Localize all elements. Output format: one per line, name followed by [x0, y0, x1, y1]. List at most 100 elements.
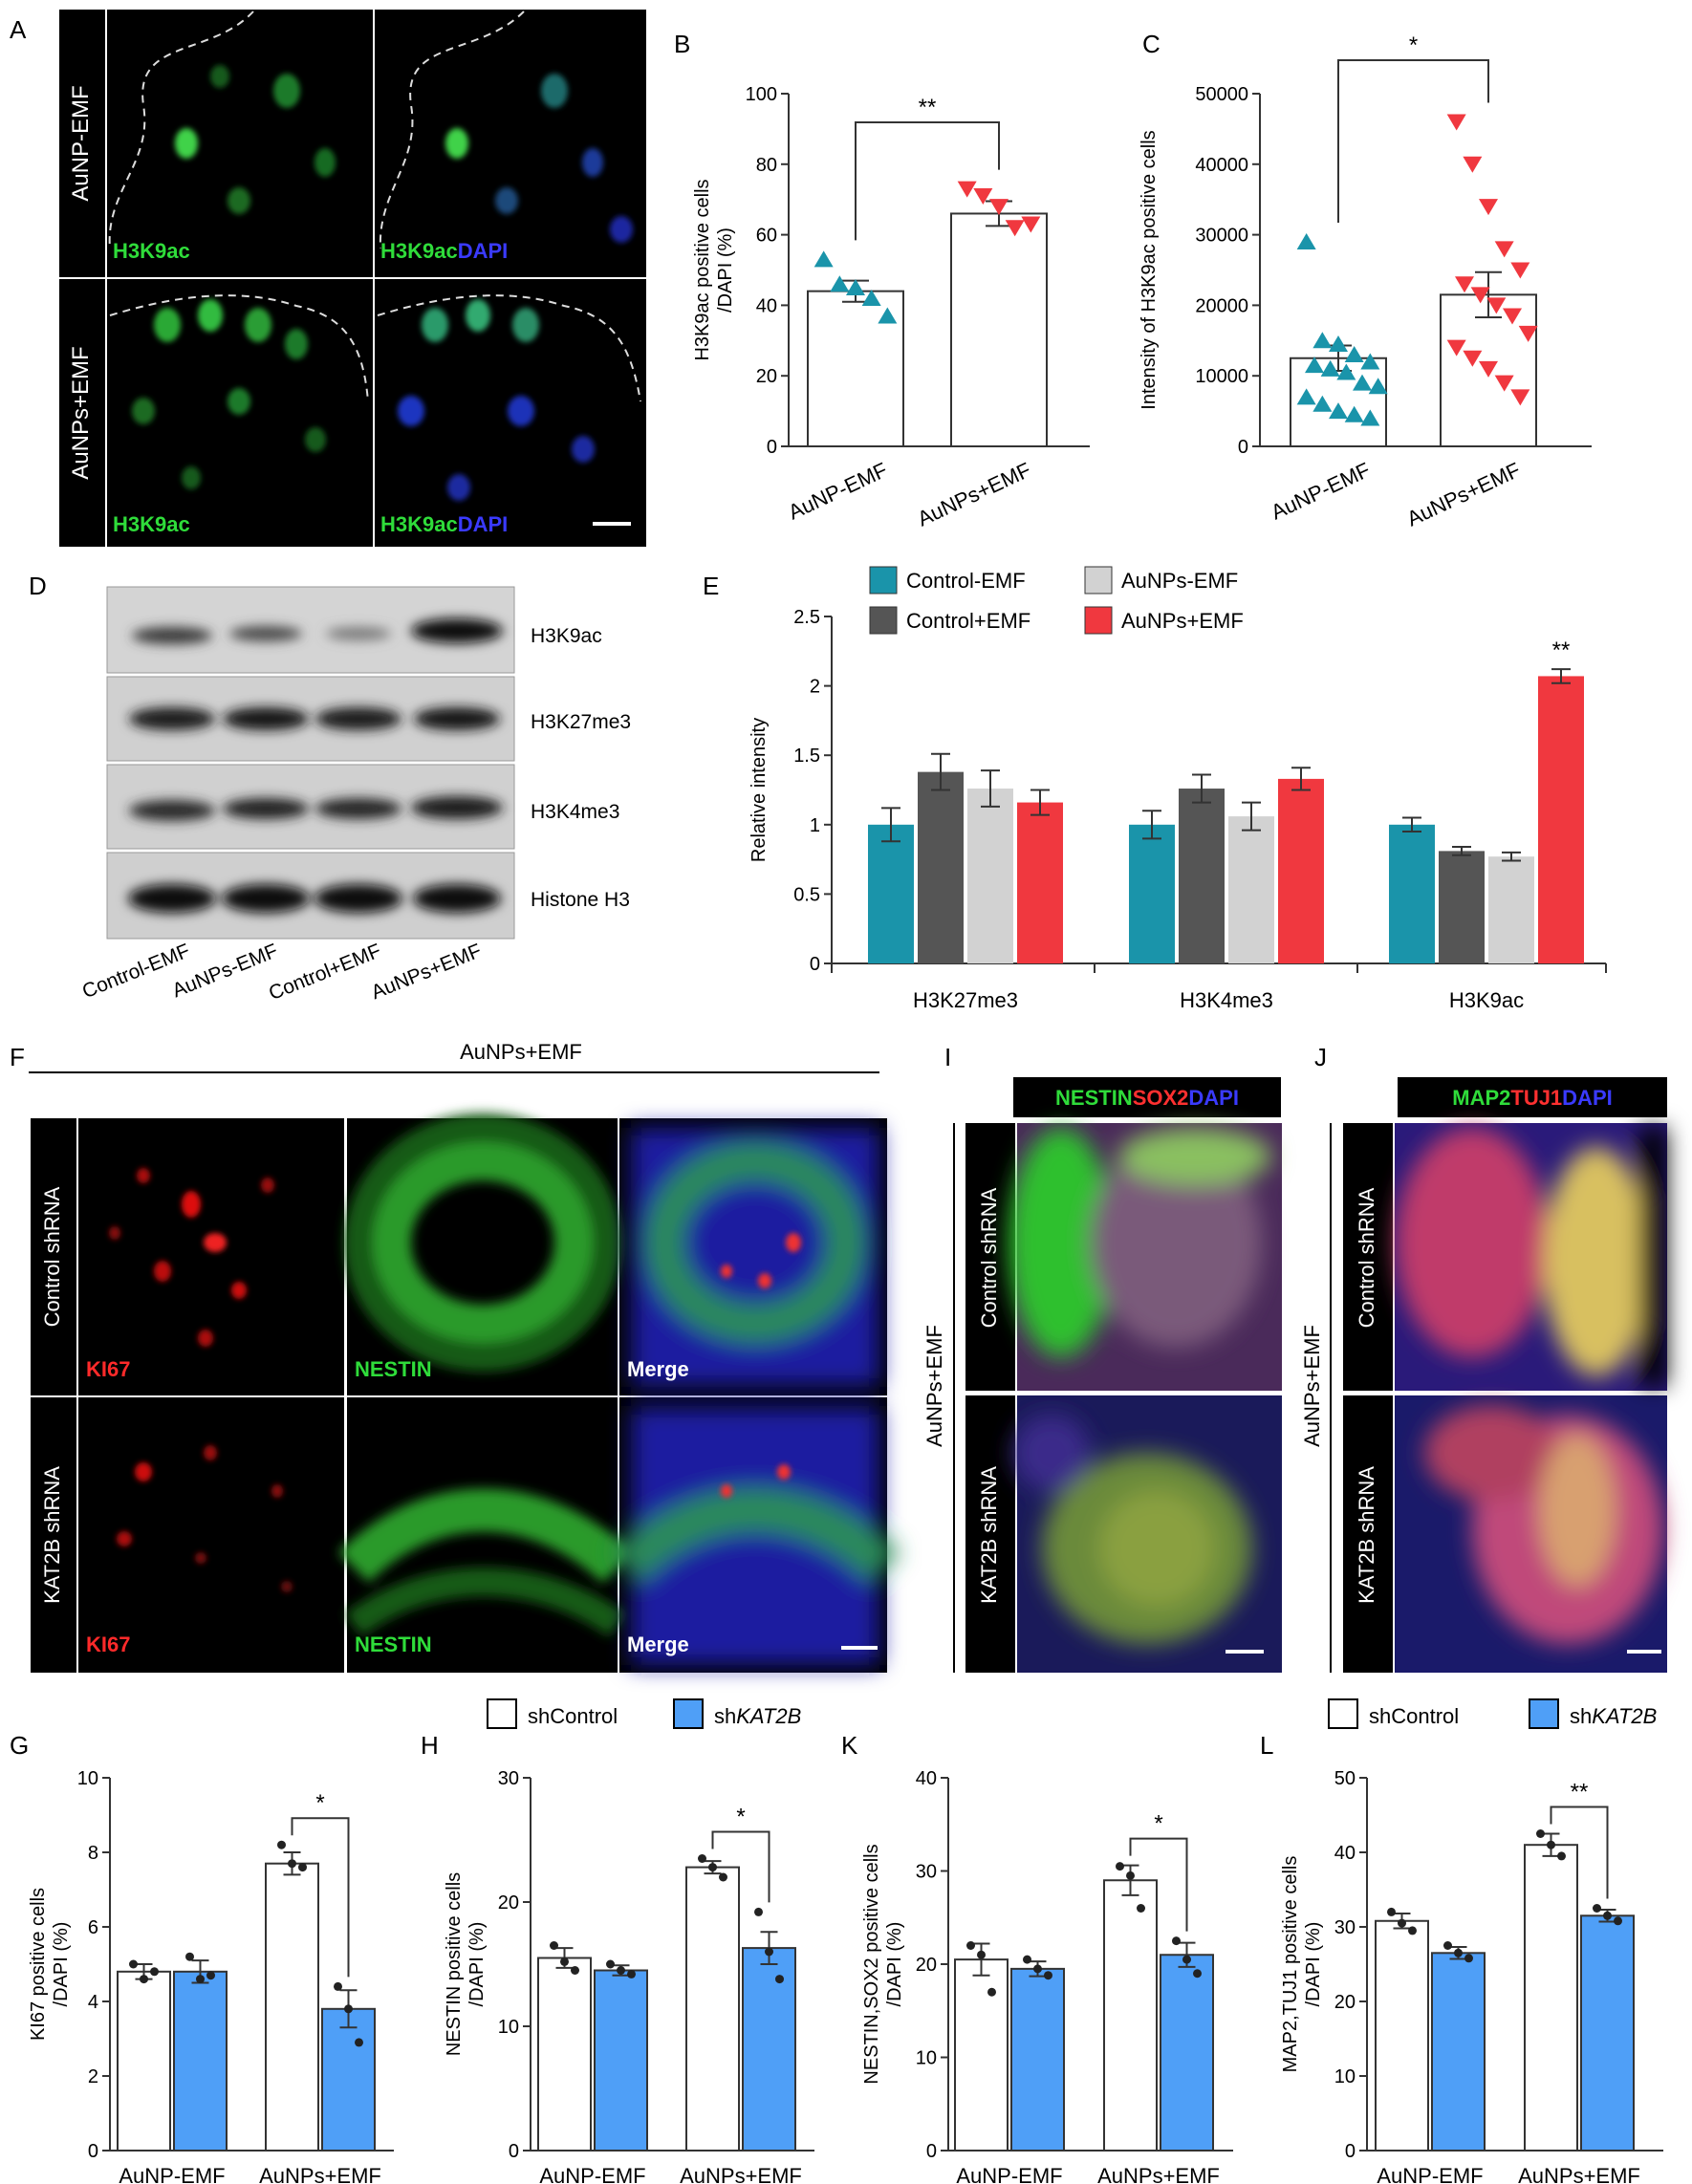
- significance-bracket: [1129, 1837, 1188, 1932]
- merge-red-dots: [721, 1233, 801, 1498]
- x-tick-label: AuNP-EMF: [956, 2164, 1062, 2184]
- row-label: Control shRNA: [1355, 1187, 1378, 1328]
- legend-label: AuNPs-EMF: [1121, 569, 1238, 593]
- y-tick-label: 1.5: [793, 746, 820, 767]
- y-tick-label: 10000: [1195, 366, 1248, 387]
- bar: [1129, 824, 1175, 963]
- legend-label: Control-EMF: [906, 569, 1026, 593]
- y-tick-label: 40: [756, 295, 777, 316]
- x-tick-label: AuNP-EMF: [785, 458, 891, 525]
- y-axis-label: Relative intensity: [748, 718, 770, 862]
- y-tick-label: 20000: [1195, 295, 1248, 316]
- y-tick-label: 50000: [1195, 84, 1248, 105]
- data-point: [698, 1854, 706, 1863]
- data-point: [987, 1987, 996, 1997]
- merge-label: Merge: [627, 1633, 689, 1656]
- data-point: [977, 1950, 986, 1959]
- x-tick-label: AuNPs+EMF: [914, 458, 1034, 531]
- y-tick-label: 10: [916, 2048, 937, 2069]
- data-point: [560, 1957, 569, 1966]
- panel-letter-a: A: [10, 15, 27, 44]
- panel-letter-b: B: [674, 30, 690, 58]
- significance-label: *: [736, 1805, 745, 1830]
- data-point: [617, 1966, 625, 1975]
- data-point: [1182, 1955, 1191, 1964]
- panel-j-header: MAP2TUJ1DAPI: [1452, 1086, 1612, 1110]
- data-point: [754, 1907, 763, 1916]
- data-point: [1479, 360, 1498, 378]
- data-point: [1614, 1916, 1622, 1926]
- panel-letter-g: G: [10, 1731, 29, 1760]
- data-point: [1137, 1904, 1145, 1913]
- boundary-line: [108, 11, 254, 249]
- data-point: [1536, 1829, 1545, 1838]
- legend-swatch-shcontrol: [1328, 1698, 1358, 1729]
- y-tick-label: 6: [88, 1917, 98, 1938]
- significance-label: **: [1571, 1780, 1589, 1806]
- data-point: [1116, 1862, 1124, 1871]
- data-point: [1455, 276, 1474, 293]
- chart-c: 0 10000 20000 30000 40000 50000 Intensity of H…: [1139, 32, 1592, 531]
- y-tick-label: 10: [77, 1768, 98, 1789]
- data-point: [1463, 350, 1483, 367]
- map2-tuj1-signal: [1396, 1128, 1666, 1644]
- data-point: [1033, 1964, 1042, 1974]
- scale-bar: [1226, 1650, 1264, 1654]
- data-point: [129, 1959, 138, 1969]
- panel-letter-e: E: [703, 572, 719, 600]
- data-point: [1126, 1870, 1135, 1880]
- panel-letter-j: J: [1314, 1043, 1327, 1071]
- bar: [1389, 824, 1435, 963]
- data-point: [1329, 335, 1348, 352]
- significance-bracket: [1550, 1806, 1609, 1899]
- row-label-box: [31, 1397, 76, 1673]
- nestin-label: NESTIN: [355, 1357, 432, 1381]
- data-point: [708, 1863, 717, 1872]
- data-point: [196, 1975, 205, 1984]
- bar: [1278, 778, 1324, 963]
- legend-swatch: [869, 566, 898, 595]
- x-tick-label: H3K9ac: [1449, 988, 1524, 1012]
- y-tick-label: 10: [1334, 2066, 1356, 2087]
- y-tick-label: 50: [1334, 1768, 1356, 1789]
- data-point: [1518, 325, 1538, 342]
- y-tick-label: 20: [756, 366, 777, 387]
- y-tick-label: 0: [926, 2141, 937, 2162]
- y-tick-label: 8: [88, 1843, 98, 1864]
- y-tick-label: 0: [509, 2141, 519, 2162]
- data-point: [1470, 287, 1490, 304]
- row-label: KAT2B shRNA: [1355, 1466, 1378, 1604]
- data-point: [1296, 388, 1316, 405]
- legend-sh-right: shControl shKAT2B: [1328, 1698, 1657, 1729]
- bar: [537, 1957, 592, 2152]
- header-box: [1013, 1077, 1281, 1117]
- bar: [117, 1970, 171, 2152]
- x-tick-label: H3K4me3: [1180, 988, 1273, 1012]
- significance-label: *: [315, 1790, 324, 1816]
- data-point: [1329, 402, 1348, 420]
- y-tick-label: 0: [88, 2141, 98, 2162]
- marker-label: H3K9ac: [113, 239, 190, 263]
- x-tick-label: AuNPs+EMF: [680, 2164, 802, 2184]
- micrograph: [107, 10, 373, 277]
- legend-label: Control+EMF: [906, 609, 1030, 633]
- y-tick-label: 80: [756, 155, 777, 176]
- scale-bar: [1627, 1650, 1661, 1654]
- row-label-box: [59, 279, 105, 547]
- band-label: H3K4me3: [531, 801, 619, 823]
- micrograph: [375, 10, 646, 277]
- y-tick-label: 30: [1334, 1917, 1356, 1938]
- nuclei-green: [132, 65, 336, 489]
- chart-h: 0 10 20 30 NESTIN positive cells/DAPI (%) AuN…: [444, 1768, 814, 2184]
- data-point: [627, 1969, 636, 1979]
- bar: [742, 1947, 796, 2152]
- legend-swatch-shkat2b: [673, 1698, 704, 1729]
- ki67-signal: [109, 1168, 293, 1592]
- y-tick-label: 20: [498, 1892, 519, 1914]
- data-point: [1360, 353, 1380, 370]
- panel-letter-k: K: [841, 1731, 858, 1760]
- significance-label: *: [1409, 32, 1418, 58]
- data-point: [1005, 220, 1025, 237]
- data-point: [1368, 378, 1388, 395]
